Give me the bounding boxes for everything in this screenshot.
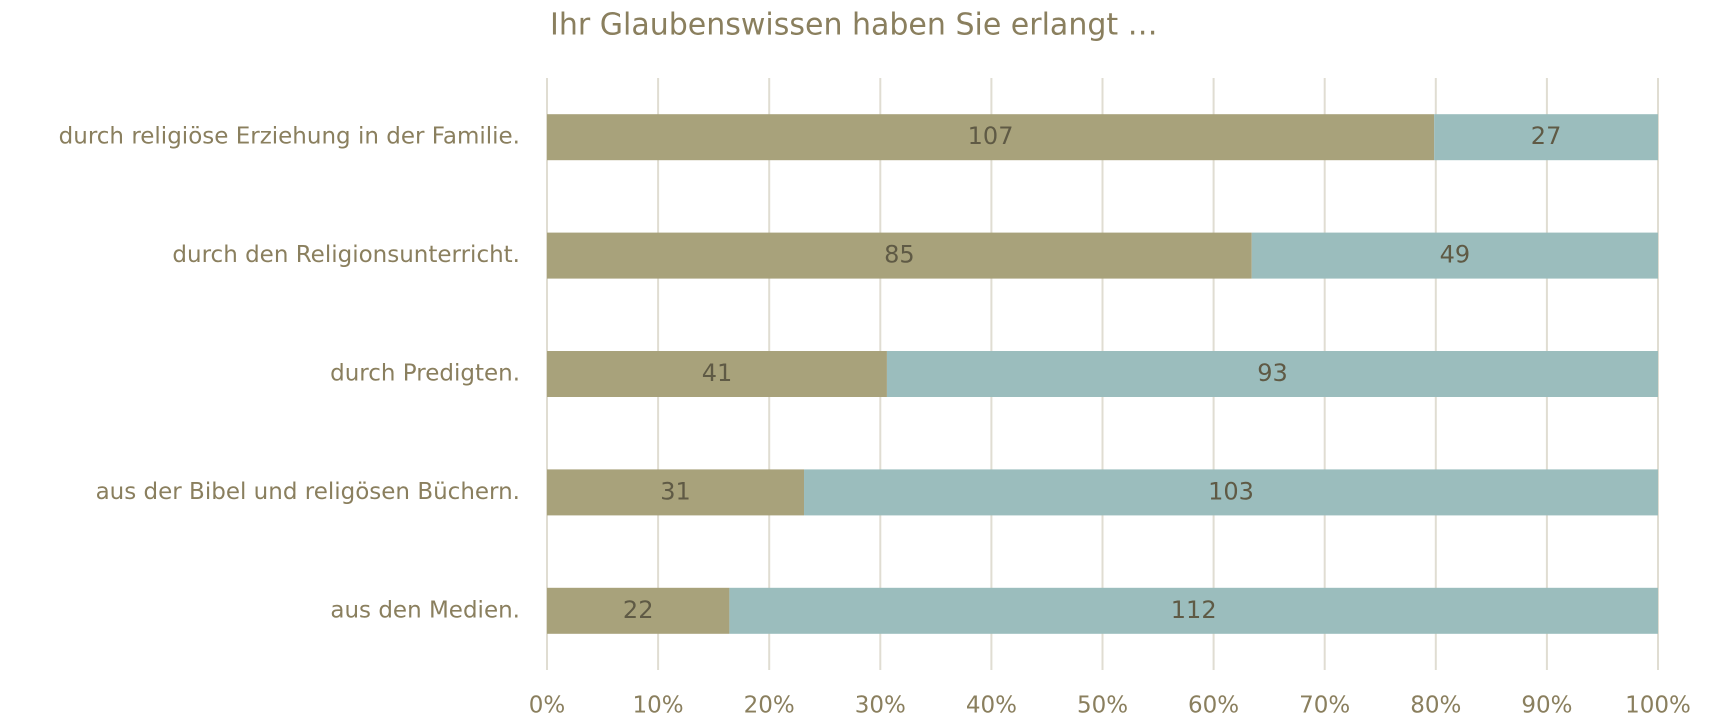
y-tick-label: aus der Bibel und religösen Büchern. — [96, 479, 520, 505]
bar-segment — [547, 114, 1435, 161]
data-label: 49 — [1440, 241, 1471, 269]
bar-segment — [547, 469, 805, 516]
bar-segment — [547, 587, 730, 634]
y-tick-label: durch Predigten. — [330, 361, 520, 387]
x-tick-label: 80% — [1410, 693, 1461, 719]
data-label: 103 — [1208, 477, 1254, 505]
bar-segment — [547, 351, 887, 397]
bar-segment — [1251, 232, 1658, 279]
data-label: 107 — [968, 122, 1014, 150]
y-tick-label: aus den Medien. — [330, 597, 520, 623]
x-tick-label: 20% — [744, 693, 795, 719]
data-label: 31 — [660, 477, 691, 505]
x-tick-label: 0% — [529, 693, 566, 719]
x-tick-label: 70% — [1299, 693, 1350, 719]
x-tick-label: 10% — [633, 693, 684, 719]
x-tick-label: 50% — [1077, 693, 1128, 719]
x-tick-label: 90% — [1521, 693, 1572, 719]
data-label: 27 — [1531, 122, 1562, 150]
bar-segment — [729, 587, 1658, 634]
bar-segment — [1434, 114, 1658, 161]
data-label: 93 — [1257, 359, 1288, 387]
data-label: 41 — [702, 359, 733, 387]
y-tick-label: durch den Religionsunterricht. — [172, 242, 520, 268]
x-tick-label: 60% — [1188, 693, 1239, 719]
bar-segment — [804, 469, 1658, 516]
x-tick-label: 100% — [1625, 693, 1691, 719]
x-tick-label: 40% — [966, 693, 1017, 719]
data-label: 112 — [1171, 596, 1217, 624]
chart-title: Ihr Glaubenswissen haben Sie erlangt … — [550, 8, 1158, 43]
bar-segment — [886, 351, 1658, 397]
y-tick-label: durch religiöse Erziehung in der Familie… — [59, 124, 520, 150]
data-label: 85 — [884, 241, 915, 269]
x-tick-label: 30% — [855, 693, 906, 719]
data-label: 22 — [623, 596, 654, 624]
bar-segment — [547, 232, 1252, 279]
